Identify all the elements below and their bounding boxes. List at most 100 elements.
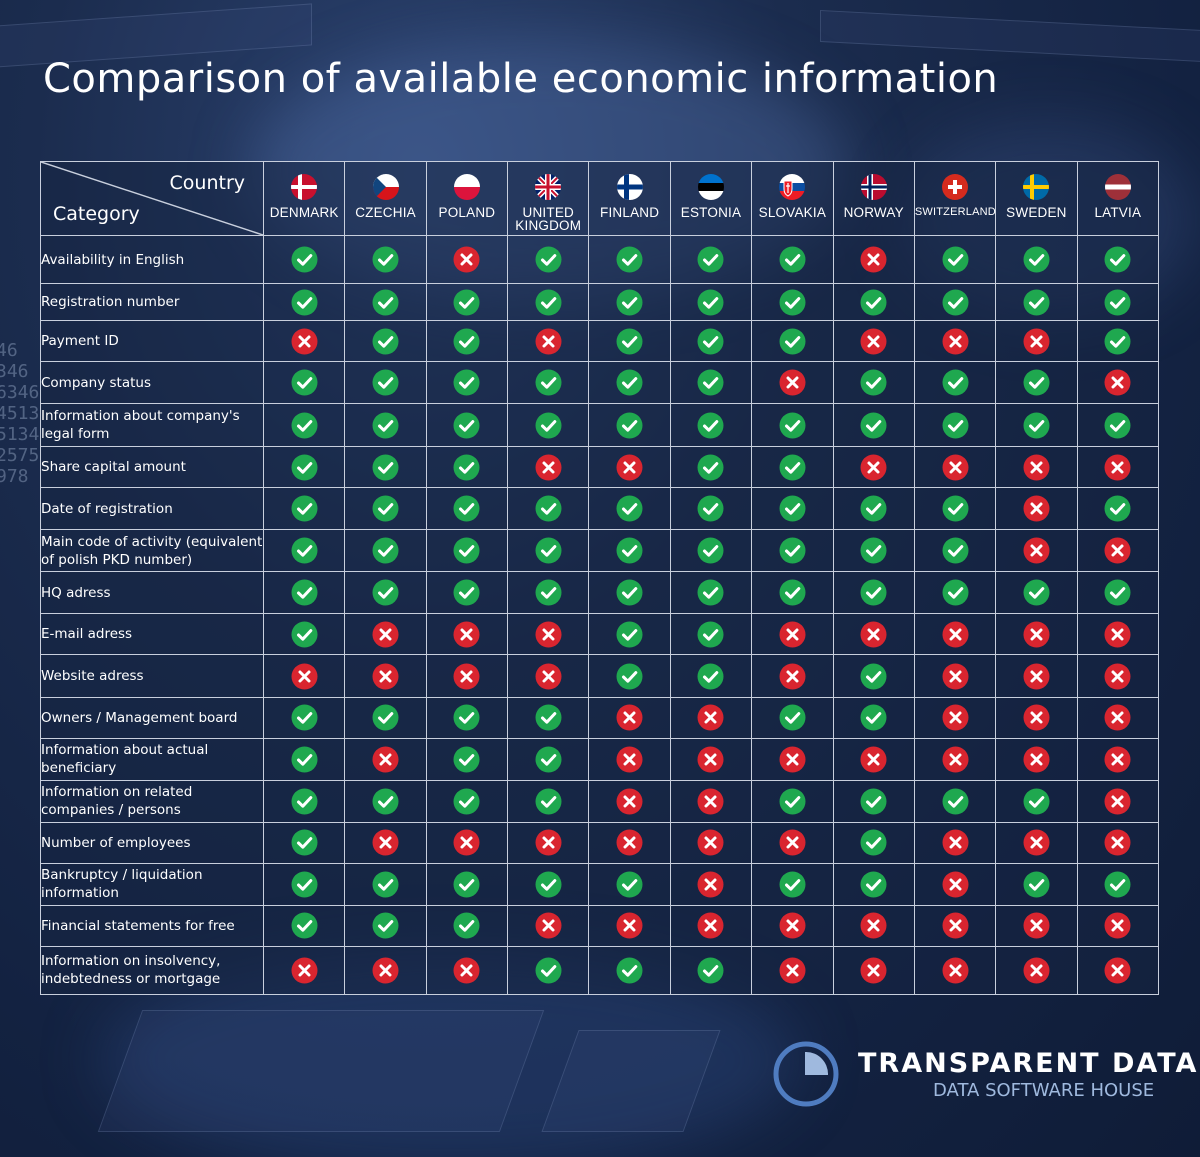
cross-icon xyxy=(1023,663,1050,689)
availability-cell xyxy=(425,320,509,363)
check-icon xyxy=(697,454,724,481)
check-icon xyxy=(1104,495,1131,522)
check-icon xyxy=(291,454,318,481)
availability-cell xyxy=(1076,613,1160,656)
check-icon xyxy=(942,495,969,522)
cross-icon xyxy=(1104,829,1131,856)
availability-cell xyxy=(913,571,997,615)
check-icon xyxy=(616,621,643,648)
check-icon xyxy=(779,537,806,564)
check-icon xyxy=(453,369,480,396)
availability-cell xyxy=(507,945,590,996)
check-icon xyxy=(942,246,969,273)
availability-cell xyxy=(1076,320,1160,363)
availability-cell xyxy=(1076,446,1160,489)
availability-cell xyxy=(425,654,509,698)
availability-cell xyxy=(588,283,671,322)
cross-icon xyxy=(697,829,724,856)
check-icon xyxy=(372,788,399,815)
table-row: Bankruptcy / liquidation information xyxy=(40,862,1160,906)
check-icon xyxy=(1023,871,1050,898)
availability-cell xyxy=(262,234,346,285)
availability-cell xyxy=(995,234,1078,285)
availability-cell xyxy=(995,571,1078,615)
availability-cell xyxy=(751,283,834,322)
corner-header-cell: Country Category xyxy=(40,161,264,236)
availability-cell xyxy=(344,821,427,864)
czechia-flag-icon xyxy=(372,174,399,200)
cross-icon xyxy=(1023,454,1050,481)
availability-cell xyxy=(425,821,509,864)
check-icon xyxy=(291,621,318,648)
availability-cell xyxy=(995,737,1078,781)
availability-cell xyxy=(425,862,509,906)
check-icon xyxy=(1104,579,1131,606)
check-icon xyxy=(697,621,724,648)
availability-cell xyxy=(425,779,509,823)
country-name: SWITZERLAND xyxy=(914,206,996,218)
background-number-text: 978 xyxy=(0,466,29,487)
check-icon xyxy=(372,412,399,439)
availability-cell xyxy=(913,862,997,906)
availability-cell xyxy=(832,234,915,285)
cross-icon xyxy=(1104,957,1131,984)
check-icon xyxy=(453,579,480,606)
availability-cell xyxy=(425,361,509,405)
check-icon xyxy=(860,579,887,606)
availability-cell xyxy=(588,821,671,864)
availability-cell xyxy=(507,862,590,906)
category-label: Information on related companies / perso… xyxy=(40,779,264,823)
availability-cell xyxy=(588,904,671,947)
switzerland-flag-icon xyxy=(942,174,969,200)
cross-icon xyxy=(1104,369,1131,396)
cross-icon xyxy=(860,912,887,939)
table-row: Financial statements for free xyxy=(40,904,1160,947)
availability-cell xyxy=(262,945,346,996)
latvia-flag-icon xyxy=(1104,174,1131,200)
availability-cell xyxy=(588,654,671,698)
availability-cell xyxy=(588,487,671,531)
availability-cell xyxy=(507,696,590,739)
availability-cell xyxy=(507,283,590,322)
availability-cell xyxy=(1076,283,1160,322)
check-icon xyxy=(453,537,480,564)
availability-cell xyxy=(262,613,346,656)
country-header-latvia: LATVIA xyxy=(1076,161,1160,236)
availability-cell xyxy=(425,487,509,531)
cross-icon xyxy=(535,454,562,481)
cross-icon xyxy=(372,829,399,856)
availability-cell xyxy=(1076,945,1160,996)
availability-cell xyxy=(344,945,427,996)
check-icon xyxy=(1023,246,1050,273)
check-icon xyxy=(291,829,318,856)
availability-cell xyxy=(344,654,427,698)
availability-cell xyxy=(344,446,427,489)
check-icon xyxy=(291,746,318,773)
availability-cell xyxy=(1076,529,1160,573)
cross-icon xyxy=(535,829,562,856)
availability-cell xyxy=(832,696,915,739)
availability-cell xyxy=(995,862,1078,906)
availability-cell xyxy=(344,403,427,448)
availability-cell xyxy=(425,446,509,489)
check-icon xyxy=(1023,369,1050,396)
cross-icon xyxy=(453,829,480,856)
cross-icon xyxy=(453,957,480,984)
availability-cell xyxy=(588,529,671,573)
availability-cell xyxy=(669,737,753,781)
table-row: Information on insolvency, indebtedness … xyxy=(40,945,1160,996)
availability-cell xyxy=(344,779,427,823)
category-label: Availability in English xyxy=(40,234,264,285)
availability-cell xyxy=(344,487,427,531)
availability-cell xyxy=(507,320,590,363)
cross-icon xyxy=(372,746,399,773)
availability-cell xyxy=(507,654,590,698)
availability-cell xyxy=(913,283,997,322)
comparison-table: Country Category DENMARK CZECHIA POLAND UNI… xyxy=(40,161,1160,996)
category-label: Owners / Management board xyxy=(40,696,264,739)
check-icon xyxy=(697,289,724,316)
cross-icon xyxy=(860,246,887,273)
check-icon xyxy=(372,704,399,731)
country-header-slovakia: SLOVAKIA xyxy=(751,161,834,236)
availability-cell xyxy=(751,571,834,615)
